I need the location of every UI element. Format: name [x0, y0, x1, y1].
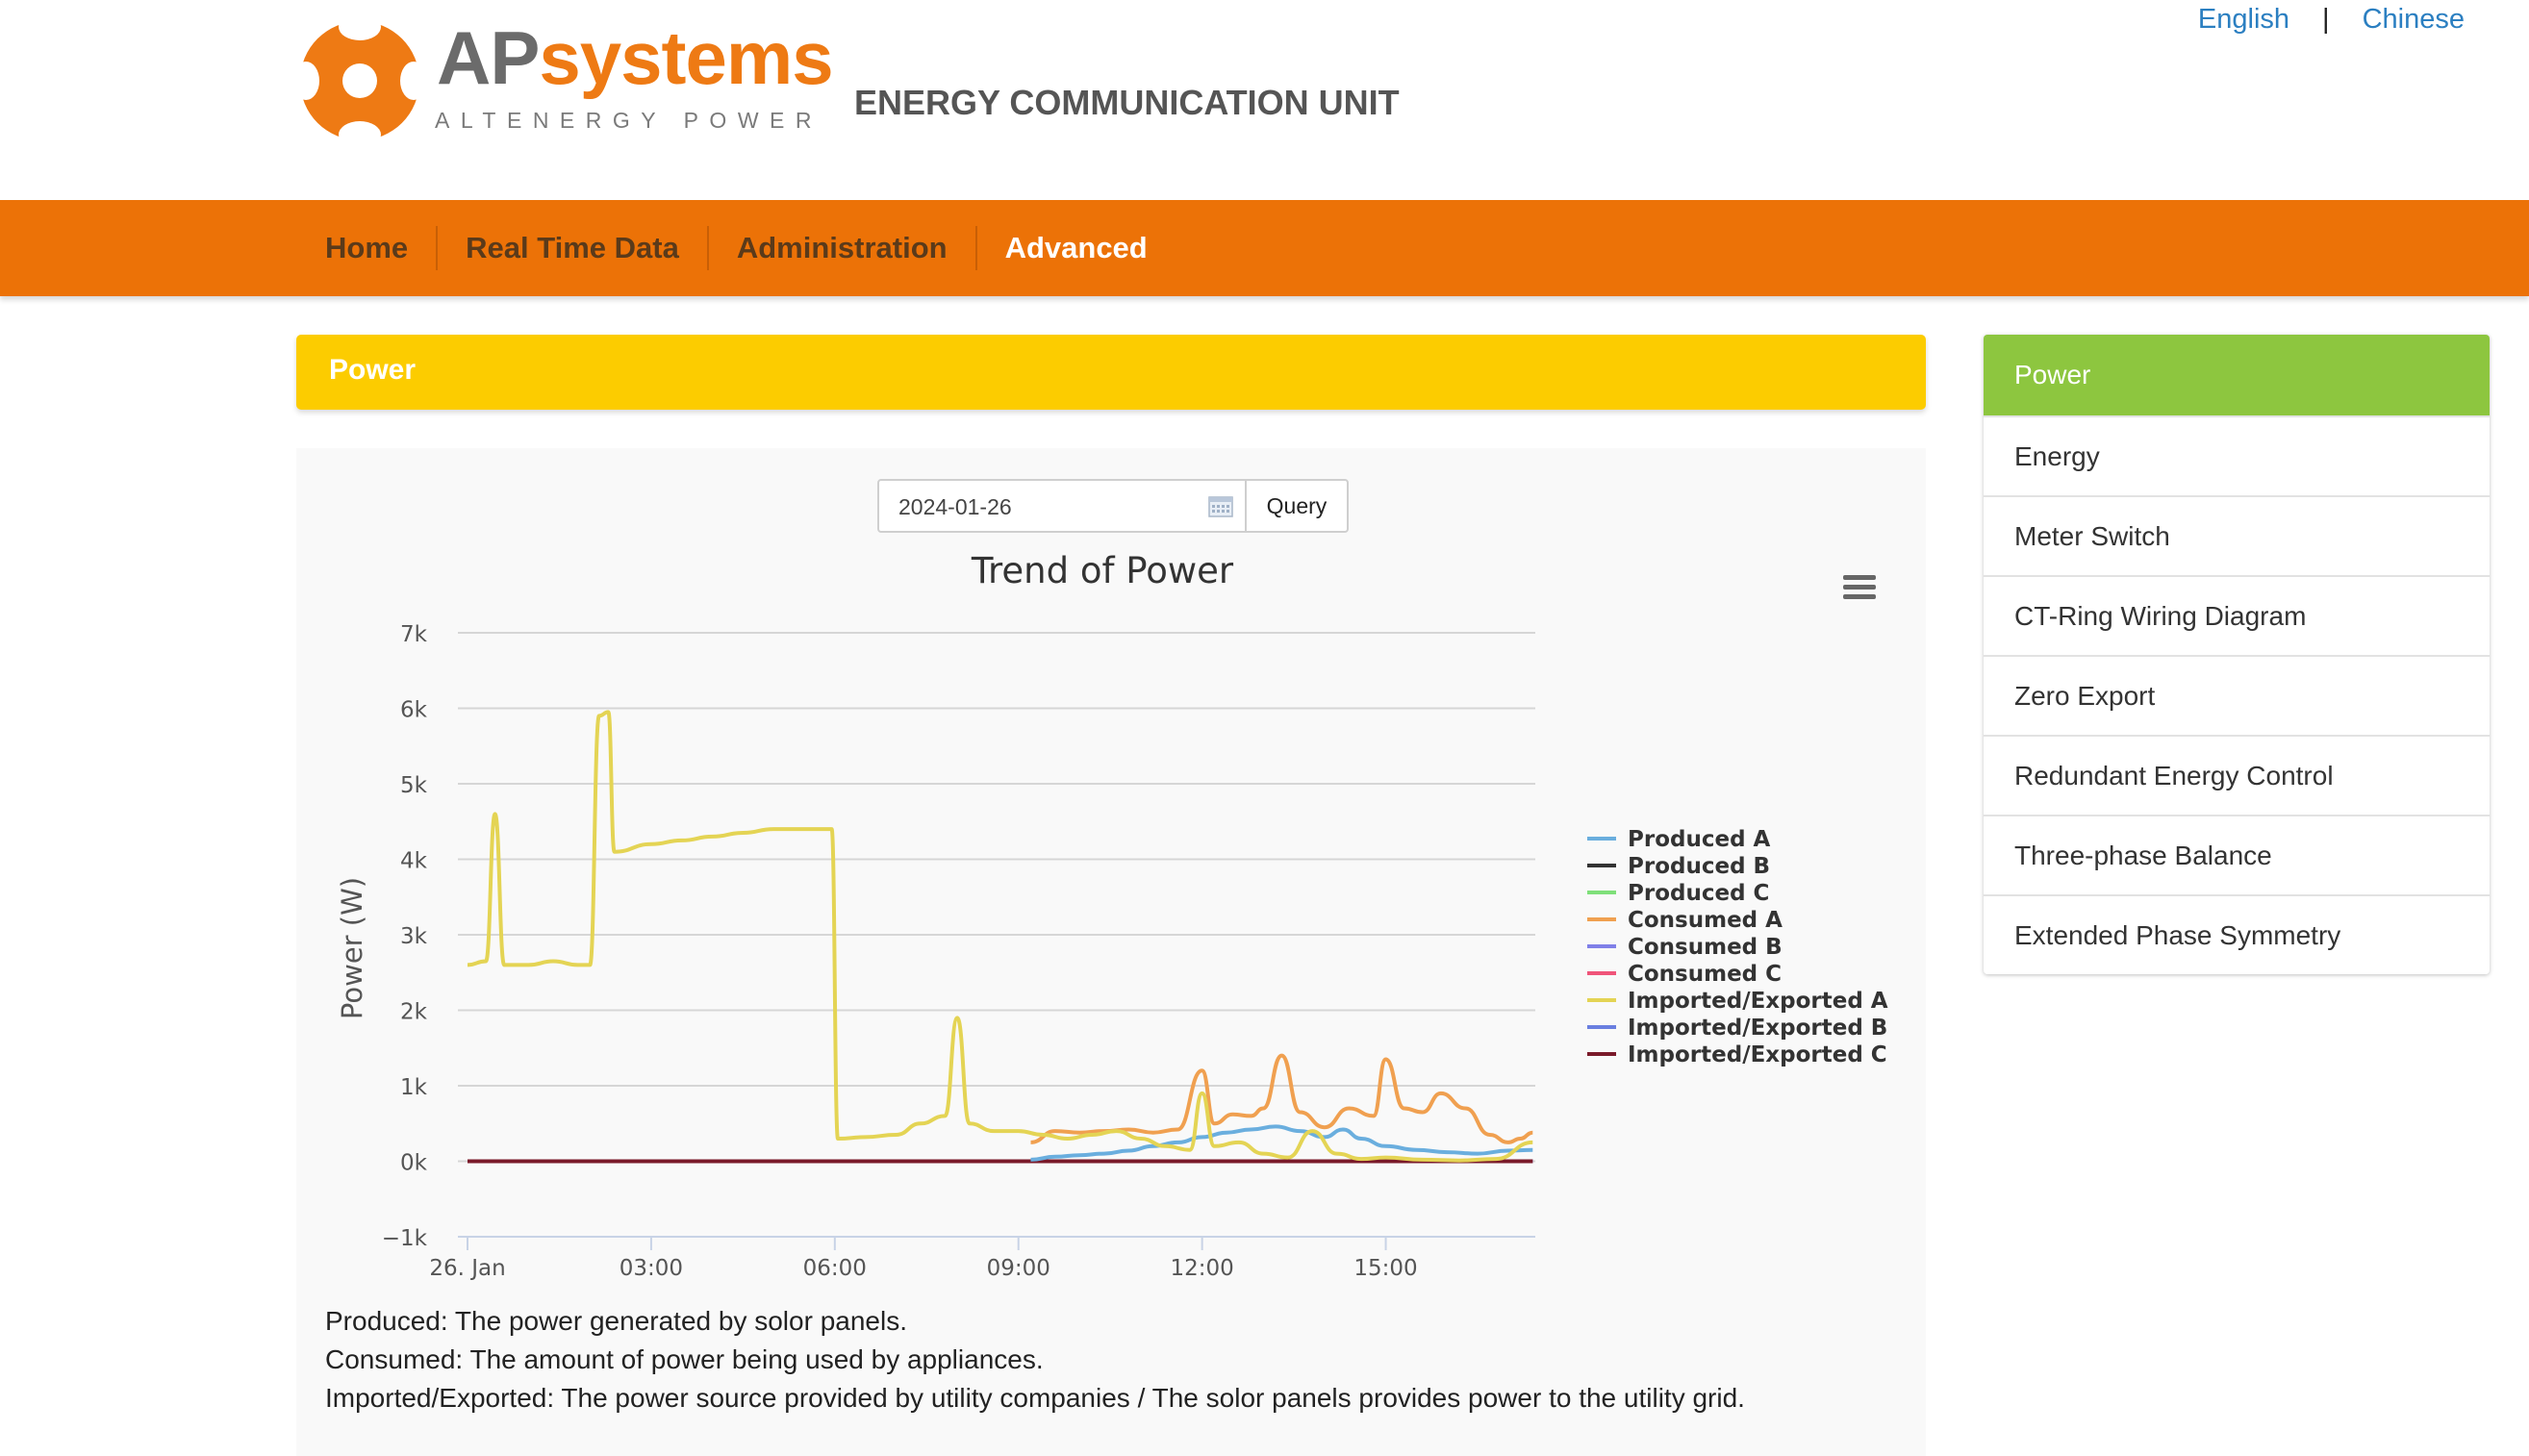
- date-input[interactable]: [897, 490, 1189, 524]
- y-tick-label: 5k: [400, 773, 428, 798]
- calendar-icon[interactable]: [1208, 494, 1233, 517]
- sidebar-item-power[interactable]: Power: [1984, 335, 2490, 415]
- series-line-4: [1030, 1053, 1533, 1144]
- sidebar-item-meter-switch[interactable]: Meter Switch: [1984, 495, 2490, 575]
- chart-gridlines: [458, 632, 1535, 1238]
- nav-advanced[interactable]: Advanced: [974, 226, 1176, 270]
- advanced-sidebar: Power Energy Meter Switch CT-Ring Wiring…: [1984, 335, 2490, 974]
- apsystems-logo-icon: [292, 13, 427, 148]
- y-tick-label: 1k: [400, 1075, 428, 1100]
- legend-item[interactable]: Imported/Exported B: [1628, 1016, 1887, 1041]
- legend-item[interactable]: Consumed B: [1628, 935, 1783, 960]
- sidebar-item-ct-ring-wiring[interactable]: CT-Ring Wiring Diagram: [1984, 575, 2490, 655]
- sidebar-item-energy[interactable]: Energy: [1984, 415, 2490, 495]
- lang-english-link[interactable]: English: [2197, 4, 2290, 35]
- sidebar-item-extended-phase-symmetry[interactable]: Extended Phase Symmetry: [1984, 894, 2490, 974]
- header: APsystems ALTENERGY POWER ENERGY COMMUNI…: [0, 0, 2529, 200]
- page-header-title: ENERGY COMMUNICATION UNIT: [854, 83, 1400, 122]
- note-produced: Produced: The power generated by solor p…: [325, 1306, 907, 1336]
- x-tick-label: 03:00: [620, 1256, 683, 1281]
- sidebar-item-zero-export[interactable]: Zero Export: [1984, 655, 2490, 735]
- section-title: Power: [329, 354, 417, 386]
- nav-administration[interactable]: Administration: [706, 226, 975, 270]
- x-tick-label: 12:00: [1170, 1256, 1233, 1281]
- y-tick-label: −1k: [382, 1226, 428, 1251]
- legend-item[interactable]: Produced C: [1628, 881, 1769, 906]
- legend-item[interactable]: Produced A: [1628, 827, 1771, 852]
- nav-home[interactable]: Home: [325, 231, 409, 264]
- series-line-1: [1030, 1124, 1533, 1162]
- hamburger-menu-icon[interactable]: [1843, 575, 1876, 599]
- legend-item[interactable]: Produced B: [1628, 854, 1770, 879]
- note-consumed: Consumed: The amount of power being used…: [325, 1344, 1044, 1374]
- section-title-bar: Power: [296, 335, 1926, 410]
- nav-real-time-data[interactable]: Real Time Data: [436, 226, 707, 270]
- y-tick-label: 4k: [400, 849, 428, 874]
- language-switcher: English | Chinese: [2198, 4, 2465, 36]
- apsystems-logo: APsystems ALTENERGY POWER: [292, 13, 834, 148]
- y-axis-ticks: −1k 0k 1k 2k 3k 4k 5k 6k 7k: [382, 622, 428, 1251]
- series-line-7: [467, 710, 1533, 1163]
- y-tick-label: 6k: [400, 698, 428, 723]
- chart-notes: Produced: The power generated by solor p…: [325, 1302, 1745, 1418]
- y-tick-label: 3k: [400, 924, 428, 949]
- y-tick-label: 7k: [400, 622, 428, 647]
- lang-chinese-link[interactable]: Chinese: [2362, 4, 2465, 35]
- legend-item[interactable]: Imported/Exported A: [1628, 989, 1888, 1014]
- date-picker[interactable]: [877, 479, 1247, 533]
- brand-tagline: ALTENERGY POWER: [435, 108, 822, 133]
- chart-title: Trend of Power: [971, 550, 1234, 591]
- x-tick-label: 26. Jan: [429, 1256, 505, 1281]
- sidebar-item-three-phase-balance[interactable]: Three-phase Balance: [1984, 815, 2490, 894]
- brand-name: APsystems: [437, 15, 834, 100]
- lang-separator: |: [2322, 4, 2330, 35]
- x-tick-label: 15:00: [1353, 1256, 1417, 1281]
- query-button[interactable]: Query: [1245, 479, 1349, 533]
- x-tick-label: 06:00: [803, 1256, 867, 1281]
- chart-panel: Query Trend of Power Power (W) −1k 0k 1k 2k…: [296, 448, 1926, 1456]
- chart-series: [467, 710, 1533, 1164]
- legend-item[interactable]: Consumed C: [1628, 962, 1782, 987]
- sidebar-item-redundant-energy[interactable]: Redundant Energy Control: [1984, 735, 2490, 815]
- power-trend-chart: Trend of Power Power (W) −1k 0k 1k 2k 3k 4k 5k…: [336, 550, 1888, 1281]
- y-axis-label: Power (W): [336, 877, 368, 1019]
- note-imported-exported: Imported/Exported: The power source prov…: [325, 1383, 1745, 1413]
- x-axis-ticks: 26. Jan 03:00 06:00 09:00 12:00 15:00: [429, 1237, 1418, 1281]
- legend-item[interactable]: Imported/Exported C: [1628, 1042, 1887, 1067]
- x-tick-label: 09:00: [987, 1256, 1050, 1281]
- y-tick-label: 0k: [400, 1151, 428, 1176]
- main-nav: Home Real Time Data Administration Advan…: [0, 200, 2529, 296]
- legend-item[interactable]: Consumed A: [1628, 908, 1783, 933]
- y-tick-label: 2k: [400, 1000, 428, 1025]
